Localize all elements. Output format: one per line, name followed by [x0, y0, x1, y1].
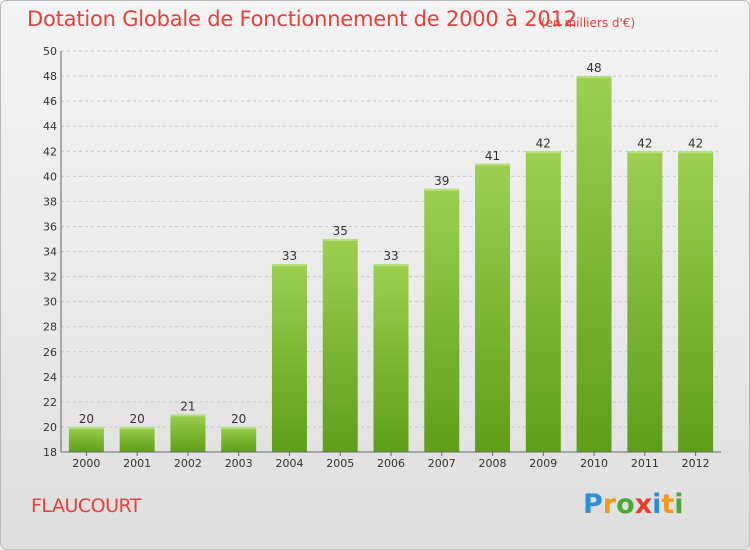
y-tick-label: 30 — [43, 296, 57, 309]
x-tick-label-2009: 2009 — [529, 457, 557, 470]
x-tick-label-2003: 2003 — [225, 457, 253, 470]
bar-top-highlight — [475, 163, 511, 166]
bar-2000 — [68, 426, 104, 452]
data-label-2009: 42 — [536, 136, 551, 150]
y-tick-label: 34 — [43, 246, 57, 259]
bar-top-highlight — [525, 151, 561, 154]
data-label-2002: 21 — [180, 399, 195, 413]
y-tick-label: 46 — [43, 95, 57, 108]
bar-2005 — [322, 238, 358, 452]
bar-top-highlight — [373, 264, 409, 267]
data-label-2012: 42 — [688, 136, 703, 150]
data-labels: 20 20 21 20 33 35 33 39 41 42 48 42 42 — [79, 61, 704, 426]
bars — [68, 76, 714, 452]
x-tick-label-2012: 2012 — [682, 457, 710, 470]
data-label-2000: 20 — [79, 412, 94, 426]
x-tick-label-2008: 2008 — [479, 457, 507, 470]
bar-top-highlight — [678, 151, 714, 154]
chart-title: Dotation Globale de Fonctionnement de 20… — [27, 7, 577, 31]
x-tick-label-2002: 2002 — [174, 457, 202, 470]
y-tick-label: 38 — [43, 195, 57, 208]
bar-top-highlight — [322, 238, 358, 241]
data-label-2007: 39 — [434, 174, 449, 188]
x-tick-label-2000: 2000 — [72, 457, 100, 470]
bar-2001 — [119, 426, 155, 452]
y-tick-label: 24 — [43, 371, 57, 384]
y-tick-label: 42 — [43, 145, 57, 158]
y-tick-label: 18 — [43, 446, 57, 459]
bar-top-highlight — [424, 188, 460, 191]
commune-name: FLAUCOURT — [31, 495, 141, 517]
y-tick-label: 50 — [43, 45, 57, 58]
data-label-2006: 33 — [383, 249, 398, 263]
bar-top-highlight — [271, 264, 307, 267]
data-label-2004: 33 — [282, 249, 297, 263]
x-tick-label-2007: 2007 — [428, 457, 456, 470]
bar-2003 — [221, 426, 257, 452]
logo-letter: x — [634, 489, 653, 520]
x-tick-label-2005: 2005 — [326, 457, 354, 470]
logo-letter: o — [616, 489, 635, 520]
x-tick-label-2004: 2004 — [275, 457, 303, 470]
bar-top-highlight — [68, 426, 104, 429]
x-tick-label-2006: 2006 — [377, 457, 405, 470]
bar-2004 — [271, 264, 307, 452]
y-tick-label: 32 — [43, 271, 57, 284]
y-tick-label: 36 — [43, 220, 57, 233]
logo-letter: r — [602, 489, 617, 520]
x-tick-label-2011: 2011 — [631, 457, 659, 470]
bar-top-highlight — [576, 76, 612, 79]
bar-2008 — [475, 163, 511, 452]
y-tick-label: 48 — [43, 70, 57, 83]
y-tick-label: 44 — [43, 120, 57, 133]
x-tick-label-2001: 2001 — [123, 457, 151, 470]
data-label-2008: 41 — [485, 149, 500, 163]
bar-top-highlight — [170, 414, 206, 417]
bar-top-highlight — [221, 426, 257, 429]
y-tick-label: 28 — [43, 321, 57, 334]
logo-letter: P — [583, 489, 603, 520]
data-label-2005: 35 — [333, 224, 348, 238]
y-tick-label: 40 — [43, 170, 57, 183]
bar-top-highlight — [119, 426, 155, 429]
y-tick-label: 20 — [43, 421, 57, 434]
bar-2010 — [576, 76, 612, 452]
bar-2007 — [424, 188, 460, 452]
logo-letter: t — [661, 489, 675, 520]
data-label-2011: 42 — [637, 136, 652, 150]
bar-2011 — [627, 151, 663, 452]
logo-letter: i — [674, 489, 684, 520]
logo-letter: i — [652, 489, 662, 520]
data-label-2003: 20 — [231, 412, 246, 426]
bar-2009 — [525, 151, 561, 452]
axes: 18 20 22 24 26 28 30 32 34 36 38 40 42 44 46 48 50 2000 20… — [43, 45, 721, 470]
chart-subtitle: (en milliers d'€) — [541, 16, 636, 30]
bar-2006 — [373, 264, 409, 452]
data-label-2010: 48 — [586, 61, 601, 75]
bar-top-highlight — [627, 151, 663, 154]
bar-2012 — [678, 151, 714, 452]
y-tick-label: 22 — [43, 396, 57, 409]
proxiti-logo[interactable]: Proxiti — [583, 489, 684, 520]
y-tick-label: 26 — [43, 346, 57, 359]
x-tick-label-2010: 2010 — [580, 457, 608, 470]
data-label-2001: 20 — [130, 412, 145, 426]
bar-2002 — [170, 414, 206, 452]
